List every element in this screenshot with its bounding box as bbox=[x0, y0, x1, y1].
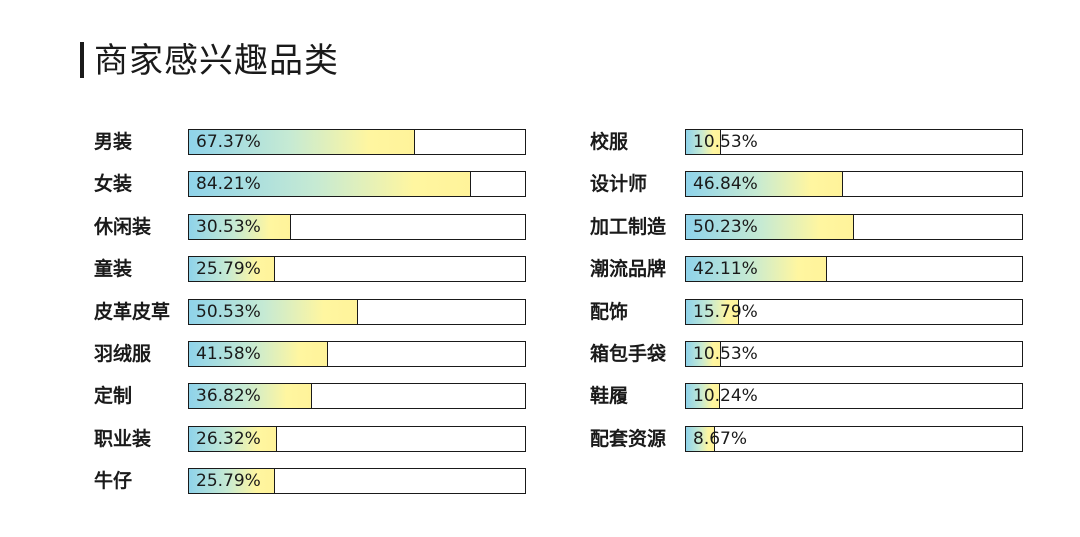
category-label: 校服 bbox=[590, 131, 629, 153]
bar-row: 配饰 15.79% bbox=[590, 298, 1023, 325]
bar bbox=[686, 426, 715, 451]
data-label: 25.79% bbox=[196, 471, 261, 492]
bar-row: 休闲装 30.53% bbox=[94, 213, 526, 240]
bar-track: 25.79% bbox=[188, 256, 526, 283]
bar-track: 50.23% bbox=[685, 213, 1023, 240]
chart-title: 商家感兴趣品类 bbox=[94, 41, 339, 81]
category-label: 男装 bbox=[94, 131, 133, 153]
bar-track: 10.53% bbox=[685, 341, 1023, 367]
bar-row: 箱包手袋 10.53% bbox=[590, 341, 1023, 367]
bar-row: 牛仔 25.79% bbox=[94, 468, 526, 495]
bar bbox=[189, 257, 275, 282]
data-label: 50.53% bbox=[196, 301, 261, 322]
bar-row: 皮革皮草 50.53% bbox=[94, 298, 526, 325]
data-label: 50.23% bbox=[693, 216, 758, 237]
bar-track: 30.53% bbox=[188, 213, 526, 240]
bar bbox=[189, 384, 312, 409]
category-label: 加工制造 bbox=[590, 215, 667, 238]
category-label: 设计师 bbox=[590, 173, 648, 196]
data-label: 10.53% bbox=[693, 132, 758, 152]
bar bbox=[686, 214, 854, 239]
bar-track: 50.53% bbox=[188, 298, 526, 325]
bar-row: 童装 25.79% bbox=[94, 256, 526, 283]
data-label: 10.53% bbox=[693, 344, 758, 364]
data-label: 41.58% bbox=[196, 344, 261, 364]
bar bbox=[686, 342, 721, 366]
category-label: 定制 bbox=[94, 385, 133, 408]
bar-track: 10.24% bbox=[685, 383, 1023, 410]
bar-row: 羽绒服 41.58% bbox=[94, 341, 526, 367]
bar-track: 46.84% bbox=[685, 171, 1023, 198]
bar-row: 设计师 46.84% bbox=[590, 171, 1023, 198]
bar bbox=[686, 172, 843, 197]
data-label: 46.84% bbox=[693, 174, 758, 195]
category-label: 羽绒服 bbox=[94, 343, 152, 365]
bar-row: 女装 84.21% bbox=[94, 171, 526, 198]
data-label: 10.24% bbox=[693, 386, 758, 407]
data-label: 25.79% bbox=[196, 259, 261, 280]
bar bbox=[686, 384, 720, 409]
category-label: 鞋履 bbox=[590, 385, 629, 408]
category-label: 皮革皮草 bbox=[94, 300, 171, 323]
bar-track: 10.53% bbox=[685, 129, 1023, 155]
bar bbox=[189, 426, 277, 451]
data-label: 30.53% bbox=[196, 216, 261, 237]
bar bbox=[189, 342, 328, 366]
category-label: 箱包手袋 bbox=[590, 343, 667, 365]
category-label: 配饰 bbox=[590, 300, 629, 323]
data-label: 42.11% bbox=[693, 259, 758, 280]
bar-track: 25.79% bbox=[188, 468, 526, 495]
bar-track: 36.82% bbox=[188, 383, 526, 410]
category-label: 童装 bbox=[94, 258, 133, 281]
bar bbox=[686, 299, 739, 324]
bar-row: 校服 10.53% bbox=[590, 129, 1023, 155]
category-label: 潮流品牌 bbox=[590, 258, 667, 281]
bar bbox=[686, 257, 827, 282]
bar-row: 定制 36.82% bbox=[94, 383, 526, 410]
bar-row: 鞋履 10.24% bbox=[590, 383, 1023, 410]
bar bbox=[189, 130, 415, 154]
data-label: 67.37% bbox=[196, 132, 261, 152]
category-label: 女装 bbox=[94, 173, 133, 196]
bar-row: 男装 67.37% bbox=[94, 129, 526, 155]
title-accent-bar bbox=[80, 42, 84, 78]
bar-row: 加工制造 50.23% bbox=[590, 213, 1023, 240]
bar bbox=[189, 299, 358, 324]
bar bbox=[189, 172, 471, 197]
bar-track: 84.21% bbox=[188, 171, 526, 198]
category-label: 休闲装 bbox=[94, 215, 152, 238]
bar-track: 15.79% bbox=[685, 298, 1023, 325]
bar-track: 8.67% bbox=[685, 425, 1023, 452]
bar-track: 26.32% bbox=[188, 425, 526, 452]
data-label: 36.82% bbox=[196, 386, 261, 407]
bar-track: 41.58% bbox=[188, 341, 526, 367]
bar bbox=[189, 469, 275, 494]
data-label: 26.32% bbox=[196, 428, 261, 449]
bar bbox=[189, 214, 291, 239]
category-label: 牛仔 bbox=[94, 470, 133, 493]
bar-row: 职业装 26.32% bbox=[94, 425, 526, 452]
bar-track: 42.11% bbox=[685, 256, 1023, 283]
data-label: 84.21% bbox=[196, 174, 261, 195]
category-label: 配套资源 bbox=[590, 427, 667, 450]
bar-row: 配套资源 8.67% bbox=[590, 425, 1023, 452]
category-label: 职业装 bbox=[94, 427, 152, 450]
bar bbox=[686, 130, 721, 154]
bar-row: 潮流品牌 42.11% bbox=[590, 256, 1023, 283]
bar-track: 67.37% bbox=[188, 129, 526, 155]
data-label: 8.67% bbox=[693, 428, 748, 449]
data-label: 15.79% bbox=[693, 301, 758, 322]
